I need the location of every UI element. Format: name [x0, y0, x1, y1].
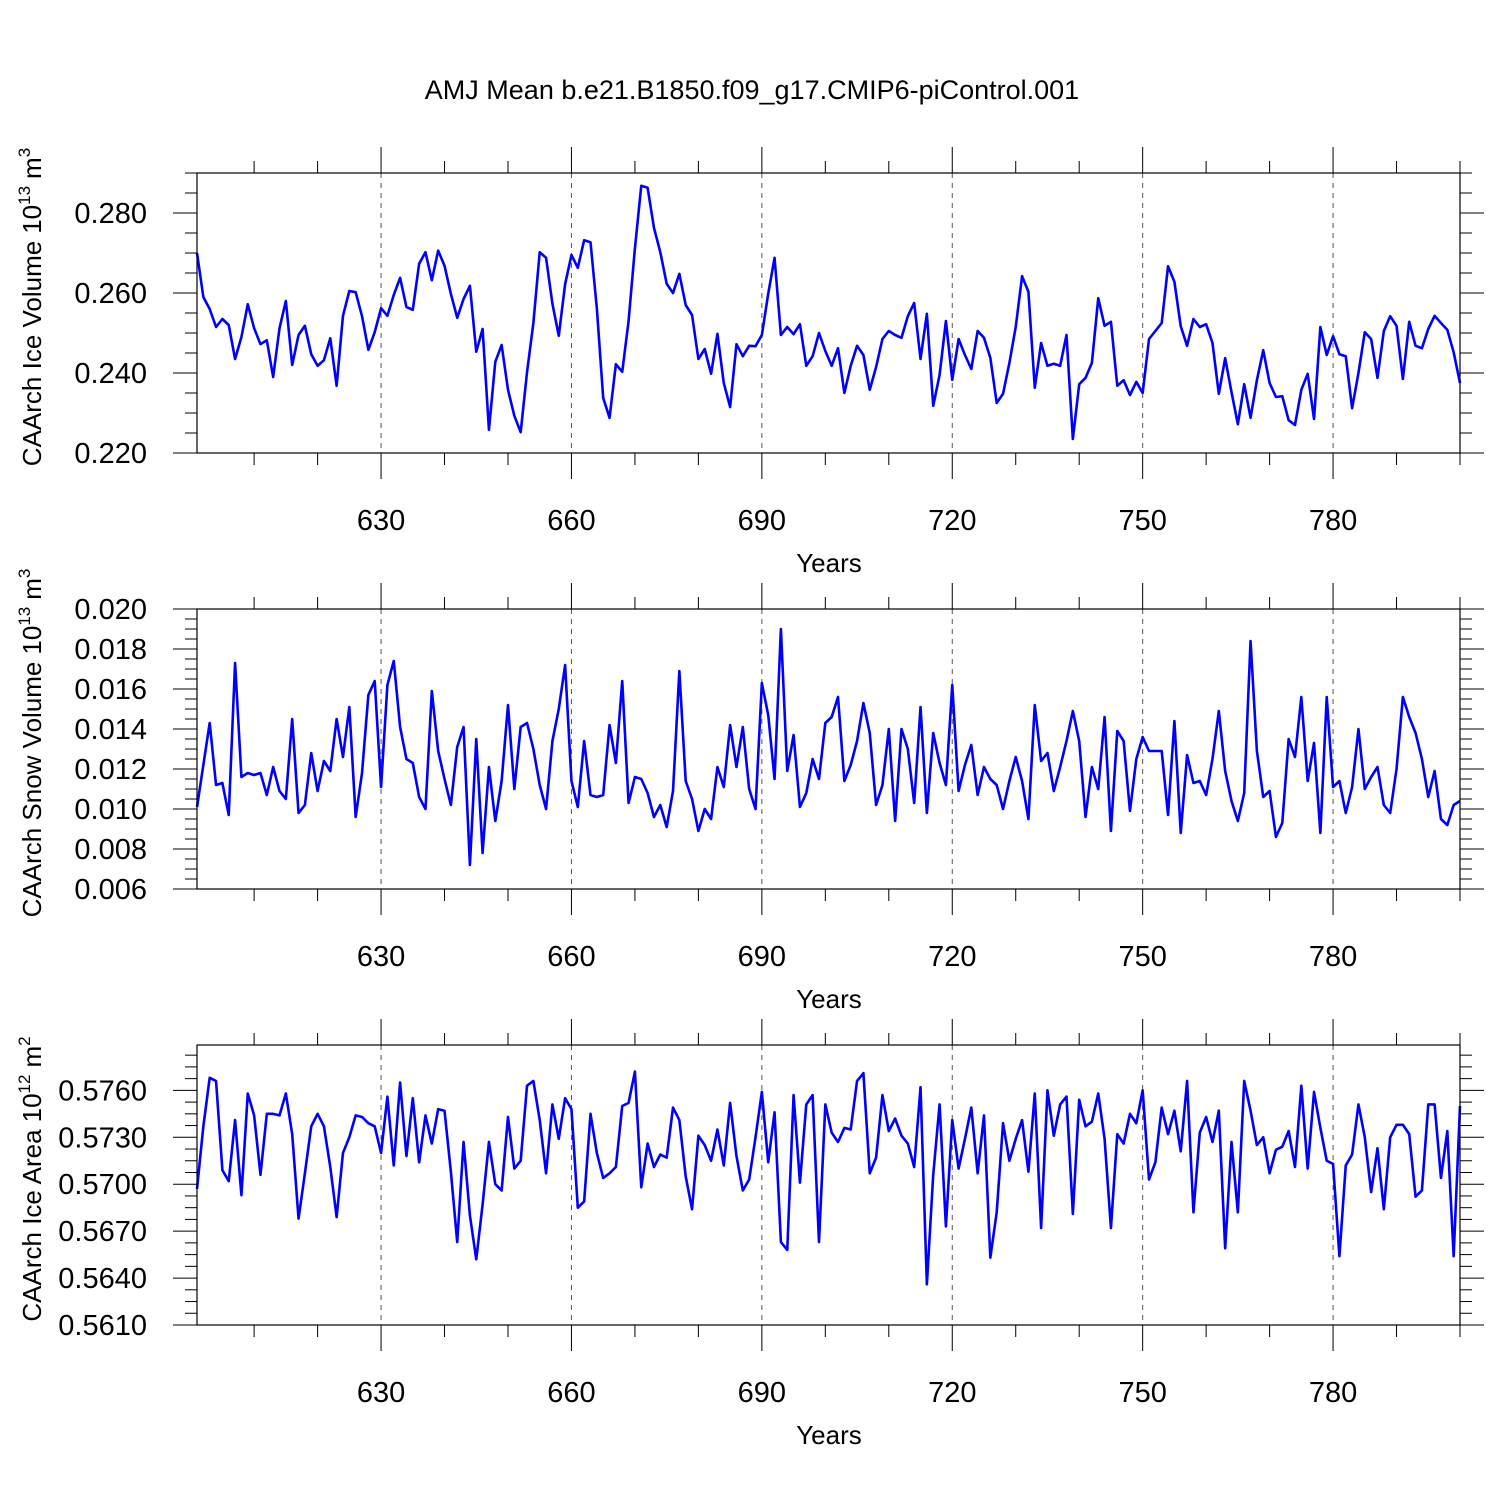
y-axis-title-name: CAArch Ice Volume [17, 241, 47, 466]
y-axis-title-unit-exponent: 3 [15, 148, 34, 157]
series-line [195, 1070, 1462, 1286]
x-axis-title: Years [796, 548, 862, 578]
y-axis-title-unit: m [17, 157, 47, 179]
plot-frame [196, 1044, 1461, 1326]
y-tick-label: 0.008 [74, 834, 147, 866]
y-axis-title-unit: m [17, 578, 47, 600]
x-tick-label: 750 [1118, 1377, 1166, 1409]
y-axis-title: CAArch Ice Area 1012 m2 [15, 1036, 47, 1321]
y-tick-label: 0.5670 [58, 1216, 147, 1248]
y-tick-label: 0.5760 [58, 1075, 147, 1107]
y-axis-title-exponent: 13 [15, 607, 34, 626]
y-tick-label: 0.5610 [58, 1310, 147, 1342]
y-tick-label: 0.010 [74, 794, 147, 826]
y-axis-title-name: CAArch Snow Volume [17, 662, 47, 918]
x-tick-label: 750 [1118, 941, 1166, 973]
panel-1: 630 660 690 720 750 780 0.220 0.240 0.260 0.280 Ye… [15, 147, 1484, 578]
y-tick-label: 0.5640 [58, 1263, 147, 1295]
y-axis-title-exponent: 13 [15, 186, 34, 205]
x-tick-label: 660 [547, 941, 595, 973]
x-tick-label: 630 [357, 505, 405, 537]
y-axis-title-unit-exponent: 3 [15, 569, 34, 578]
y-axis-title-unit: m [17, 1046, 47, 1068]
x-tick-label: 690 [738, 941, 786, 973]
series-line [195, 184, 1462, 441]
x-tick-label: 720 [928, 1377, 976, 1409]
y-axis-title: CAArch Ice Volume 1013 m3 [15, 148, 47, 466]
y-axis-title-name: CAArch Ice Area [17, 1129, 47, 1322]
y-tick-label: 0.012 [74, 754, 147, 786]
y-tick-label: 0.018 [74, 634, 147, 666]
panel-3: 630 660 690 720 750 780 0.5610 0.5640 0.5670 0.57… [15, 1019, 1484, 1450]
panels: 630 660 690 720 750 780 0.220 0.240 0.260 0.280 Ye… [15, 147, 1484, 1450]
panel-2: 630 660 690 720 750 780 0.006 0.008 0.010 0.012 0.… [15, 569, 1484, 1014]
x-tick-label: 720 [928, 505, 976, 537]
x-tick-label: 780 [1309, 941, 1357, 973]
y-axis-title: CAArch Snow Volume 1013 m3 [15, 569, 47, 918]
x-tick-label: 690 [738, 1377, 786, 1409]
plot-frame [196, 172, 1461, 454]
x-tick-label: 660 [547, 1377, 595, 1409]
y-axis-title-base: 10 [17, 626, 47, 655]
y-tick-label: 0.240 [74, 358, 147, 390]
y-axis-title-unit-exponent: 2 [15, 1036, 34, 1045]
x-axis-title: Years [796, 1420, 862, 1450]
y-tick-label: 0.5730 [58, 1122, 147, 1154]
series-line [195, 627, 1461, 867]
plot-frame [196, 608, 1461, 890]
y-tick-label: 0.006 [74, 874, 147, 906]
x-tick-label: 630 [357, 941, 405, 973]
y-tick-label: 0.260 [74, 278, 147, 310]
chart-title: AMJ Mean b.e21.B1850.f09_g17.CMIP6-piCon… [425, 75, 1079, 105]
y-tick-label: 0.5700 [58, 1169, 147, 1201]
y-tick-label: 0.280 [74, 198, 147, 230]
x-tick-label: 690 [738, 505, 786, 537]
x-tick-label: 630 [357, 1377, 405, 1409]
x-tick-label: 780 [1309, 505, 1357, 537]
y-axis-title-exponent: 12 [15, 1075, 34, 1094]
y-axis-title-base: 10 [17, 1093, 47, 1122]
y-tick-label: 0.220 [74, 438, 147, 470]
x-tick-label: 780 [1309, 1377, 1357, 1409]
x-axis-title: Years [796, 984, 862, 1014]
x-tick-label: 750 [1118, 505, 1166, 537]
x-tick-label: 660 [547, 505, 595, 537]
y-tick-label: 0.016 [74, 674, 147, 706]
y-tick-label: 0.014 [74, 714, 147, 746]
y-axis-title-base: 10 [17, 205, 47, 234]
y-tick-label: 0.020 [74, 594, 147, 626]
x-tick-label: 720 [928, 941, 976, 973]
